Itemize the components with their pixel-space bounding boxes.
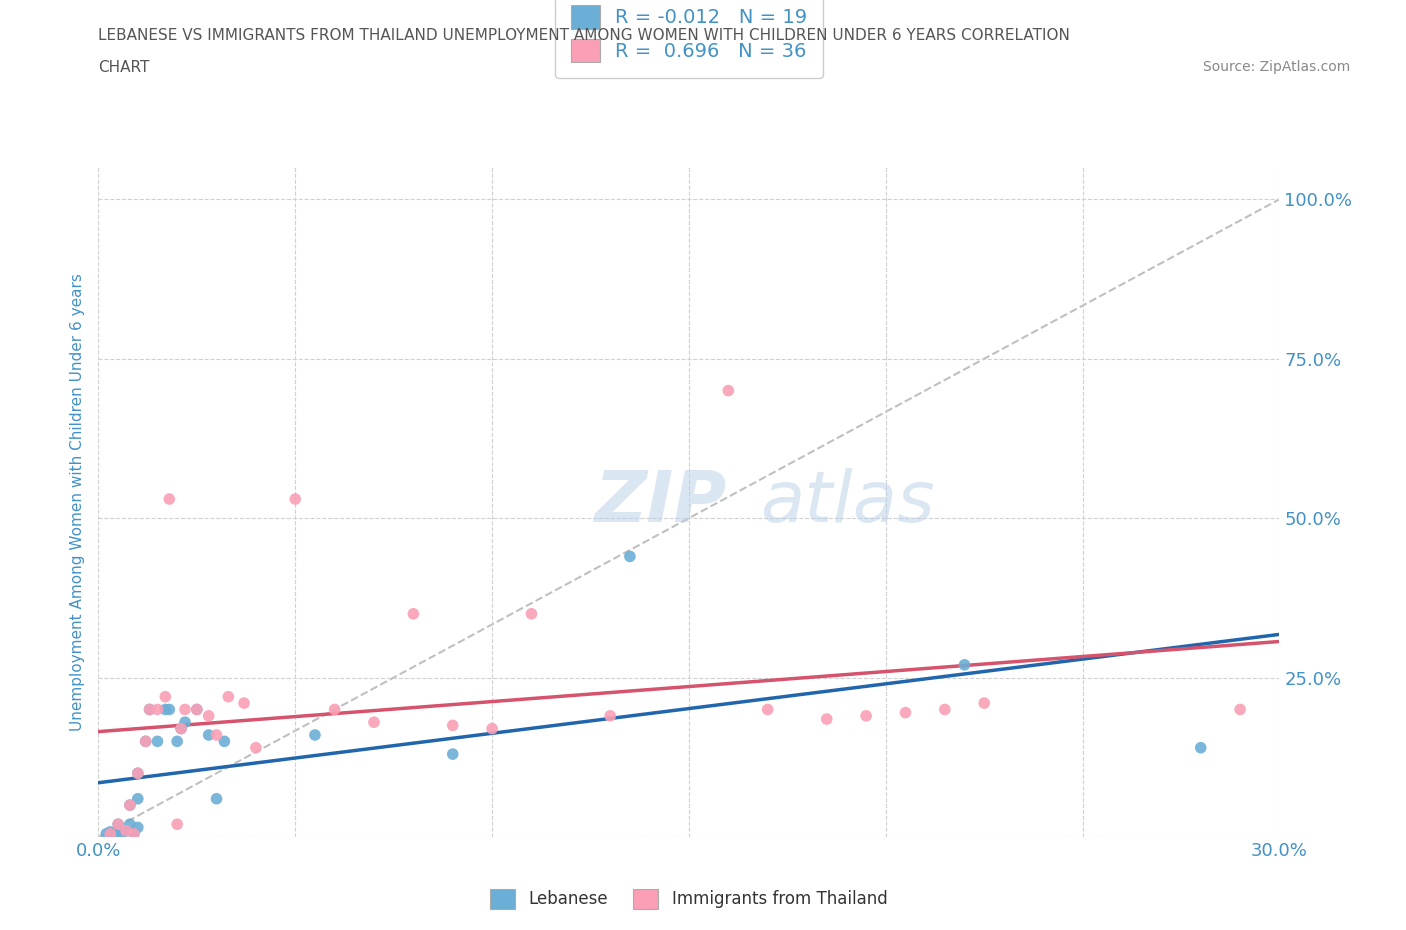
Point: [197, 727, 219, 742]
Point: [197, 709, 219, 724]
Point: [284, 492, 307, 507]
Point: [855, 709, 877, 724]
Point: [157, 492, 180, 507]
Point: [146, 702, 169, 717]
Point: [304, 727, 326, 742]
Point: [115, 823, 138, 838]
Point: [135, 734, 157, 749]
Point: [245, 740, 267, 755]
Point: [107, 823, 129, 838]
Point: [170, 721, 193, 736]
Point: [166, 817, 188, 831]
Point: [205, 791, 228, 806]
Point: [441, 747, 464, 762]
Point: [233, 696, 256, 711]
Point: [973, 696, 995, 711]
Point: [214, 734, 236, 749]
Point: [115, 823, 138, 838]
Point: [118, 798, 141, 813]
Legend: Lebanese, Immigrants from Thailand: Lebanese, Immigrants from Thailand: [484, 882, 894, 916]
Point: [756, 702, 779, 717]
Point: [98, 825, 121, 840]
Point: [186, 702, 208, 717]
Point: [363, 715, 385, 730]
Point: [186, 702, 208, 717]
Point: [953, 658, 976, 672]
Point: [127, 820, 149, 835]
Point: [166, 734, 188, 749]
Point: [122, 827, 145, 842]
Point: [107, 817, 129, 831]
Point: [135, 734, 157, 749]
Point: [127, 765, 149, 780]
Point: [441, 718, 464, 733]
Point: [138, 702, 160, 717]
Point: [146, 734, 169, 749]
Point: [103, 828, 125, 843]
Point: [205, 727, 228, 742]
Point: [1189, 740, 1212, 755]
Point: [127, 791, 149, 806]
Point: [934, 702, 956, 717]
Point: [520, 606, 543, 621]
Point: [619, 549, 641, 564]
Text: ZIP: ZIP: [595, 468, 727, 537]
Point: [107, 817, 129, 831]
Point: [155, 689, 177, 704]
Point: [174, 702, 197, 717]
Text: LEBANESE VS IMMIGRANTS FROM THAILAND UNEMPLOYMENT AMONG WOMEN WITH CHILDREN UNDE: LEBANESE VS IMMIGRANTS FROM THAILAND UNE…: [98, 28, 1070, 43]
Point: [174, 715, 197, 730]
Point: [402, 606, 425, 621]
Text: atlas: atlas: [759, 468, 935, 537]
Point: [717, 383, 740, 398]
Text: Source: ZipAtlas.com: Source: ZipAtlas.com: [1202, 60, 1350, 74]
Point: [217, 689, 239, 704]
Text: CHART: CHART: [98, 60, 150, 75]
Point: [894, 705, 917, 720]
Point: [170, 721, 193, 736]
Point: [118, 798, 141, 813]
Point: [98, 827, 121, 842]
Point: [127, 765, 149, 780]
Point: [157, 702, 180, 717]
Point: [111, 827, 134, 842]
Point: [96, 827, 118, 842]
Point: [122, 827, 145, 842]
Point: [323, 702, 346, 717]
Point: [155, 702, 177, 717]
Point: [1229, 702, 1251, 717]
Y-axis label: Unemployment Among Women with Children Under 6 years: Unemployment Among Women with Children U…: [69, 273, 84, 731]
Point: [481, 721, 503, 736]
Point: [815, 711, 838, 726]
Point: [599, 709, 621, 724]
Point: [138, 702, 160, 717]
Point: [118, 817, 141, 831]
